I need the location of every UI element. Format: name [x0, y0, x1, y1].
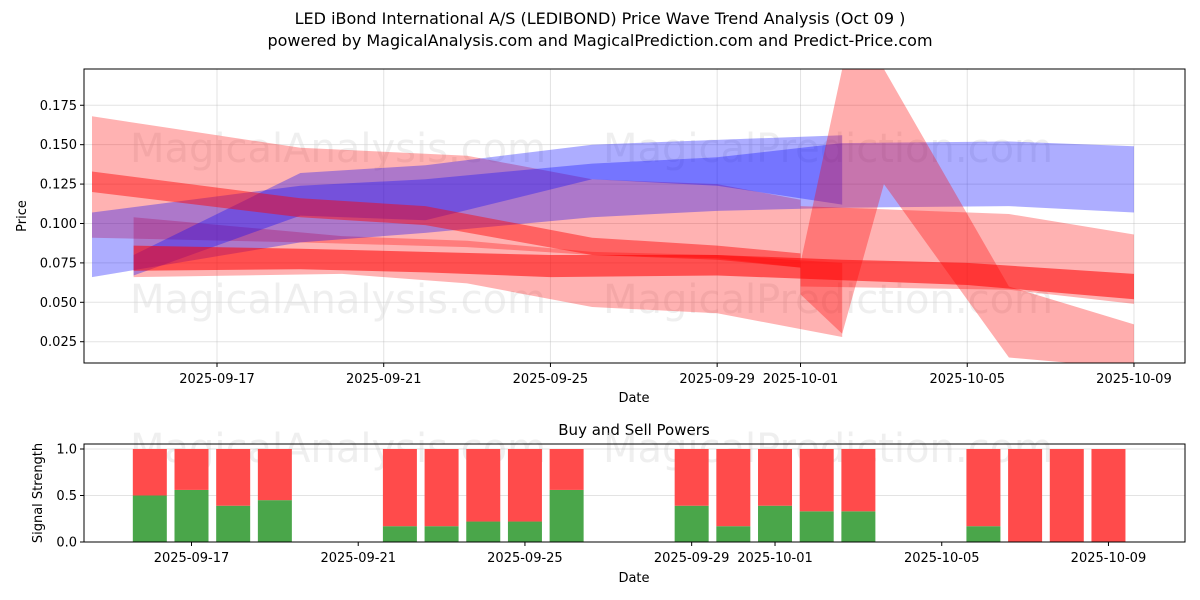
price-watermarks: MagicalAnalysis.com MagicalPrediction.co…: [130, 126, 1053, 323]
price-x-tick-label: 2025-10-01: [763, 372, 839, 387]
buy-bar: [216, 505, 251, 542]
price-x-tick-label: 2025-10-09: [1096, 372, 1172, 387]
band-red-right-wide: [800, 206, 1134, 304]
powers-x-tick-label: 2025-10-09: [1071, 551, 1147, 566]
sell-bar: [1008, 449, 1043, 542]
powers-title: Buy and Sell Powers: [558, 421, 710, 439]
powers-x-axis-label: Date: [618, 571, 649, 586]
chart-title-line2: powered by MagicalAnalysis.com and Magic…: [267, 31, 933, 50]
price-y-tick-label: 0.100: [40, 217, 77, 232]
sell-bar: [799, 449, 834, 512]
powers-x-ticks: 2025-09-17 2025-09-21 2025-09-25 2025-09-29…: [154, 542, 1147, 566]
sell-bar: [674, 449, 709, 506]
price-x-tick-label: 2025-09-25: [513, 372, 589, 387]
powers-y-tick-label: 0.5: [56, 489, 77, 504]
powers-x-tick-label: 2025-09-17: [154, 551, 230, 566]
sell-bar: [466, 449, 501, 522]
band-red-spike: [800, 69, 1134, 363]
chart-title-line1: LED iBond International A/S (LEDIBOND) P…: [294, 9, 906, 28]
sell-bar: [549, 449, 584, 490]
price-y-ticks: 0.025 0.050 0.075 0.100 0.125 0.150 0.175: [40, 99, 84, 350]
price-axes-frame: [83, 68, 1186, 364]
powers-x-tick-label: 2025-10-05: [904, 551, 980, 566]
buy-bar: [716, 526, 751, 542]
powers-x-tick-label: 2025-09-21: [320, 551, 396, 566]
buy-bar: [132, 495, 167, 542]
price-x-ticks: 2025-09-17 2025-09-21 2025-09-25 2025-09-29…: [179, 363, 1172, 387]
powers-x-tick-label: 2025-10-01: [737, 551, 813, 566]
price-y-tick-label: 0.175: [40, 99, 77, 114]
sell-bar: [424, 449, 459, 527]
watermark-analysis-bottom: MagicalAnalysis.com: [130, 277, 546, 323]
sell-bar: [507, 449, 542, 522]
sell-bar: [174, 449, 209, 490]
buy-bar: [382, 526, 417, 542]
price-x-axis-label: Date: [618, 391, 649, 406]
buy-bar: [466, 521, 501, 542]
band-blue-upper: [133, 135, 843, 276]
powers-x-tick-label: 2025-09-25: [487, 551, 563, 566]
sell-bar: [966, 449, 1001, 527]
price-y-tick-label: 0.025: [40, 335, 77, 350]
sell-bar: [1091, 449, 1126, 542]
watermark-prediction-top: MagicalPrediction.com: [603, 126, 1053, 172]
sell-bar: [257, 449, 292, 501]
sell-bar: [716, 449, 751, 527]
price-x-tick-label: 2025-09-21: [346, 372, 422, 387]
buy-bar: [758, 505, 793, 542]
powers-y-tick-label: 1.0: [56, 443, 77, 458]
buy-bar: [507, 521, 542, 542]
buy-bar: [674, 505, 709, 542]
powers-x-tick-label: 2025-09-29: [654, 551, 730, 566]
band-wide-red-upper: [92, 116, 801, 268]
price-y-tick-label: 0.150: [40, 138, 77, 153]
sell-bar: [132, 449, 167, 496]
buy-bar: [257, 500, 292, 542]
price-x-tick-label: 2025-09-17: [179, 372, 255, 387]
powers-y-ticks: 0.0 0.5 1.0: [56, 443, 84, 551]
buy-bar: [841, 511, 876, 542]
watermark-analysis-top: MagicalAnalysis.com: [130, 126, 546, 172]
buy-bar: [424, 526, 459, 542]
price-y-tick-label: 0.050: [40, 296, 77, 311]
sell-bar: [1049, 449, 1084, 542]
powers-axes-frame: [83, 443, 1186, 543]
buy-bar: [799, 511, 834, 542]
powers-bars: [132, 449, 1126, 542]
price-y-tick-label: 0.125: [40, 178, 77, 193]
band-wide-red-lower: [133, 217, 843, 337]
buy-bar: [549, 489, 584, 542]
price-y-tick-label: 0.075: [40, 256, 77, 271]
powers-y-tick-label: 0.0: [56, 536, 77, 551]
price-x-tick-label: 2025-09-29: [679, 372, 755, 387]
sell-bar: [216, 449, 251, 506]
band-blue-lower: [92, 141, 1134, 278]
band-red-core: [133, 245, 1135, 300]
price-bands: [92, 69, 1135, 363]
buy-bar: [966, 526, 1001, 542]
sell-bar: [382, 449, 417, 527]
band-red-mid-descending: [92, 171, 801, 268]
sell-bar: [841, 449, 876, 512]
buy-bar: [174, 489, 209, 542]
price-x-tick-label: 2025-10-05: [929, 372, 1005, 387]
powers-y-axis-label: Signal Strength: [31, 443, 46, 543]
chart-title: LED iBond International A/S (LEDIBOND) P…: [0, 8, 1200, 52]
price-y-axis-label: Price: [15, 200, 30, 232]
sell-bar: [758, 449, 793, 506]
